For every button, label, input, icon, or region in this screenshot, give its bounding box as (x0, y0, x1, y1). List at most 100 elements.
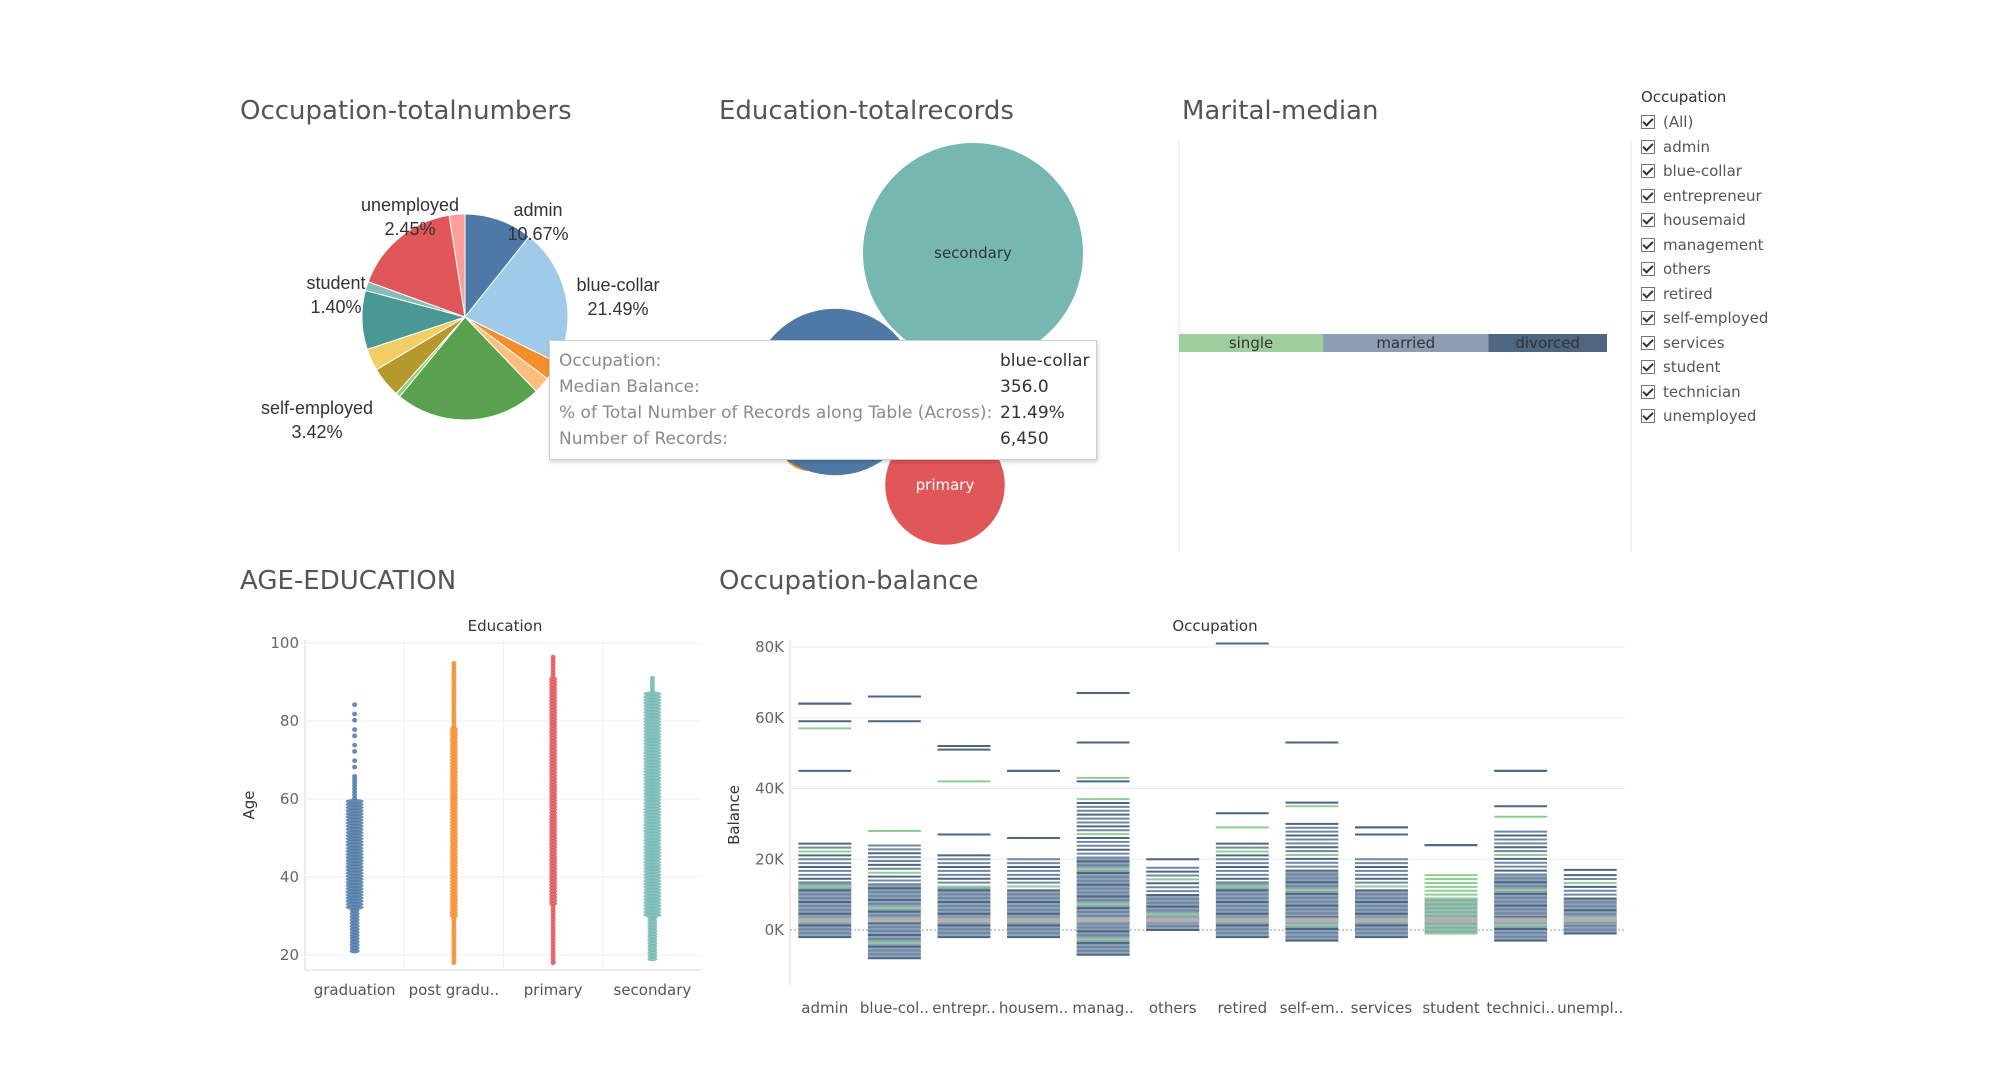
pie-label-selfemployed-name: self-employed (261, 398, 373, 418)
legend-item-all[interactable]: (All) (1641, 110, 1841, 135)
checkbox-checked-icon[interactable] (1641, 237, 1655, 252)
bubble-label-secondary: secondary (934, 244, 1012, 262)
age-point (352, 727, 358, 732)
age-point (352, 717, 358, 723)
pie-label-admin-name: admin (513, 200, 562, 220)
legend-item-student[interactable]: student (1641, 355, 1841, 380)
legend-item-label: entrepreneur (1663, 186, 1762, 205)
balance-y-tick-label: 0K (765, 921, 786, 939)
marital-bar-label-single: single (1229, 334, 1273, 352)
age-strip-secondary (643, 675, 662, 962)
checkbox-checked-icon[interactable] (1641, 360, 1655, 375)
age-point (549, 676, 558, 682)
legend-item-retired[interactable]: retired (1641, 282, 1841, 307)
pie-slice-admin (464, 213, 530, 319)
legend-item-self-employed[interactable]: self-employed (1641, 306, 1841, 331)
age-point (352, 749, 358, 754)
legend-item-label: blue-collar (1663, 162, 1742, 181)
balance-marks-admin (798, 702, 852, 939)
marital-bar-divorced (1488, 334, 1607, 352)
balance-dense-band (1424, 898, 1478, 934)
balance-chart-title: Occupation-balance (719, 566, 979, 596)
legend-item-label: self-employed (1663, 309, 1769, 328)
age-y-tick-label: 100 (270, 634, 299, 652)
balance-axis-label: Balance (725, 785, 743, 845)
legend-item-label: (All) (1663, 113, 1694, 132)
legend-item-entrepreneur[interactable]: entrepreneur (1641, 184, 1841, 209)
pie-label-unemployed-name: unemployed (361, 195, 459, 215)
legend-item-label: others (1663, 260, 1711, 279)
legend-item-management[interactable]: management (1641, 233, 1841, 258)
age-point (550, 654, 556, 660)
balance-marks-retired (1215, 642, 1269, 939)
checkbox-checked-icon[interactable] (1641, 164, 1655, 179)
marital-chart-title: Marital-median (1182, 96, 1379, 126)
tooltip-row-occupation: Occupation: blue-collar (559, 351, 1090, 371)
age-point (345, 798, 364, 804)
legend-item-admin[interactable]: admin (1641, 135, 1841, 160)
checkbox-checked-icon[interactable] (1641, 409, 1655, 424)
age-y-tick-label: 20 (280, 946, 299, 964)
legend-item-label: unemployed (1663, 407, 1757, 426)
balance-marks-unemployed (1563, 868, 1617, 935)
balance-x-tick-label: technici.. (1486, 999, 1555, 1017)
age-point (643, 691, 662, 697)
age-point (352, 758, 358, 764)
checkbox-checked-icon[interactable] (1641, 115, 1655, 130)
age-axis-label: Age (240, 790, 258, 819)
marital-bar-label-married: married (1376, 334, 1435, 352)
tooltip-row-median: Median Balance: 356.0 (559, 377, 1049, 397)
marital-bar-chart: single married divorced (1178, 140, 1632, 552)
checkbox-checked-icon[interactable] (1641, 335, 1655, 350)
age-x-tick-label: primary (524, 981, 583, 999)
balance-marks-blue-collar (867, 695, 921, 960)
balance-marks-others (1146, 858, 1200, 931)
legend-item-housemaid[interactable]: housemaid (1641, 208, 1841, 233)
pie-slice-technician (367, 214, 466, 318)
age-y-tick-label: 40 (280, 868, 299, 886)
balance-marks-management (1076, 691, 1130, 956)
checkbox-checked-icon[interactable] (1641, 384, 1655, 399)
pie-label-unemployed-pct: 2.45% (384, 219, 435, 239)
pie-label-selfemployed-pct: 3.42% (291, 422, 342, 442)
checkbox-checked-icon[interactable] (1641, 262, 1655, 277)
balance-marks-entrepreneur (937, 745, 991, 939)
legend-item-services[interactable]: services (1641, 331, 1841, 356)
age-point (352, 742, 358, 748)
legend-item-unemployed[interactable]: unemployed (1641, 404, 1841, 429)
age-point (649, 675, 655, 681)
checkbox-checked-icon[interactable] (1641, 311, 1655, 326)
balance-x-tick-label: manag.. (1072, 999, 1134, 1017)
balance-x-tick-label: self-em.. (1280, 999, 1344, 1017)
balance-dense-band (1146, 894, 1200, 930)
occupation-chart-title: Occupation-totalnumbers (240, 96, 572, 126)
pie-label-bluecollar-name: blue-collar (576, 275, 659, 295)
age-point (352, 764, 358, 770)
balance-dense-band (1563, 898, 1617, 934)
marital-bar-label-divorced: divorced (1515, 334, 1580, 352)
age-point (352, 711, 358, 717)
occupation-balance-chart: Occupation Balance 0K 20K 40K 60K 80K admin bl… (725, 617, 1625, 1017)
pie-label-student-name: student (306, 273, 365, 293)
checkbox-checked-icon[interactable] (1641, 188, 1655, 203)
age-x-tick-label: secondary (614, 981, 692, 999)
balance-marks-student (1424, 844, 1478, 935)
legend-item-others[interactable]: others (1641, 257, 1841, 282)
age-education-chart: Education Age 20 40 60 80 100 graduation post … (240, 617, 702, 999)
pie-slice-management (398, 316, 537, 421)
marital-bar-married (1323, 334, 1489, 352)
checkbox-checked-icon[interactable] (1641, 286, 1655, 301)
age-point (451, 660, 457, 666)
bubble-label-primary: primary (916, 476, 975, 494)
legend-item-blue-collar[interactable]: blue-collar (1641, 159, 1841, 184)
legend-title: Occupation (1641, 88, 1727, 106)
balance-x-tick-label: others (1149, 999, 1197, 1017)
checkbox-checked-icon[interactable] (1641, 139, 1655, 154)
age-point (352, 733, 358, 739)
legend-item-technician[interactable]: technician (1641, 380, 1841, 405)
legend-item-label: management (1663, 235, 1764, 254)
balance-marks-self-employed (1285, 741, 1339, 942)
checkbox-checked-icon[interactable] (1641, 213, 1655, 228)
bubble-secondary (863, 143, 1083, 363)
legend-item-label: retired (1663, 284, 1713, 303)
